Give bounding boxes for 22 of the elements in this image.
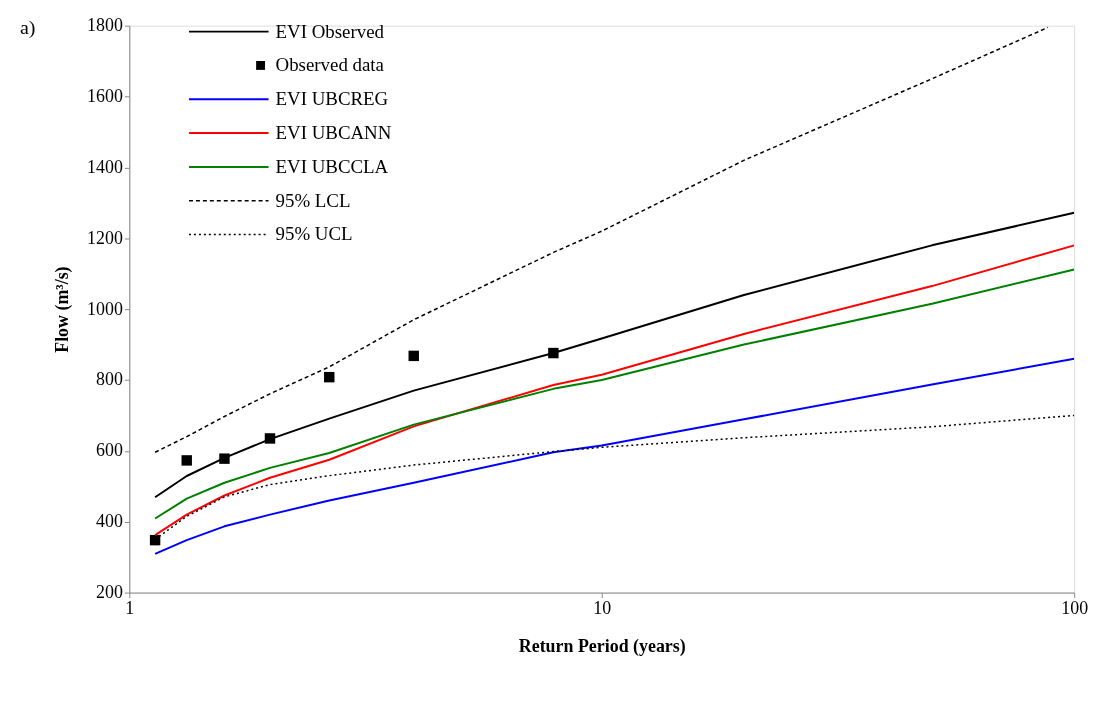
y-tick-label: 1400 xyxy=(87,156,123,177)
y-tick-label: 600 xyxy=(95,440,123,461)
y-axis-title: Flow (m³/s) xyxy=(52,266,74,353)
legend-label: 95% UCL xyxy=(275,223,353,245)
legend-label: EVI UBCANN xyxy=(275,122,392,144)
x-tick-label: 1 xyxy=(125,597,135,618)
legend-label: Observed data xyxy=(275,54,385,76)
text: a) xyxy=(19,15,36,39)
x-tick-label: 10 xyxy=(593,597,612,618)
y-tick-label: 1000 xyxy=(87,298,123,319)
y-tick-label: 1800 xyxy=(87,15,123,36)
y-tick-label: 1200 xyxy=(87,227,123,248)
y-tick-label: 200 xyxy=(95,582,123,603)
y-tick-label: 1600 xyxy=(87,85,123,106)
legend-label: 95% LCL xyxy=(275,189,351,211)
legend-label: EVI UBCREG xyxy=(275,88,389,110)
y-tick-label: 800 xyxy=(95,369,123,390)
x-tick-label: 100 xyxy=(1061,597,1089,618)
x-axis-title: Return Period (years) xyxy=(518,635,686,657)
legend-label: EVI UBCCLA xyxy=(275,155,389,177)
y-tick-label: 400 xyxy=(95,511,123,532)
legend-label: EVI Observed xyxy=(275,20,385,42)
